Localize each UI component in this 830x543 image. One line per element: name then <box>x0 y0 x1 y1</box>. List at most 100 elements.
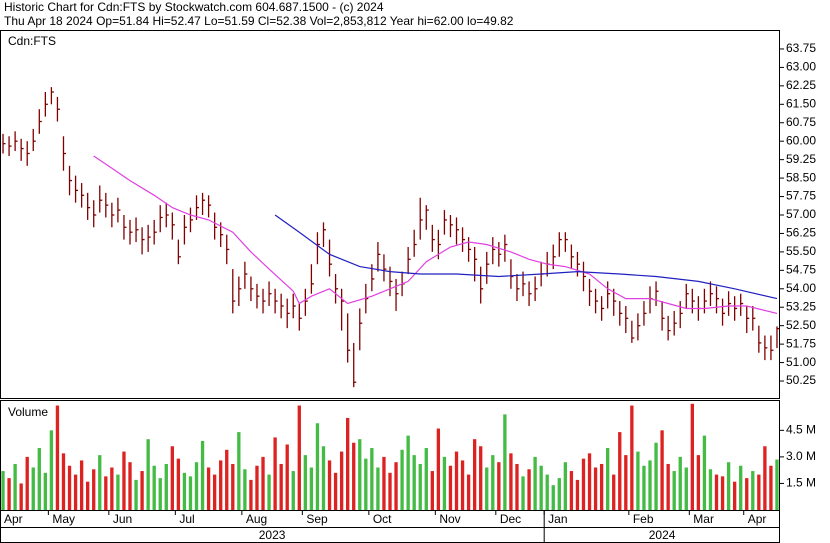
chart-title: Historic Chart for Cdn:FTS by Stockwatch… <box>4 0 384 14</box>
volume-bar <box>636 451 640 510</box>
volume-bar <box>273 437 277 510</box>
y-tick-label: 51.00 <box>786 355 816 369</box>
volume-bar <box>1 471 5 510</box>
volume-bar <box>466 474 471 510</box>
volume-bar <box>19 483 23 510</box>
volume-bar <box>751 471 755 510</box>
volume-bar <box>267 474 271 510</box>
volume-bar <box>388 472 392 510</box>
volume-bar <box>79 460 84 510</box>
volume-bar <box>249 479 253 510</box>
volume-bar <box>533 456 537 510</box>
volume-bar <box>303 455 308 510</box>
volume-bar <box>618 432 622 510</box>
x-tick-label: Oct <box>373 512 392 526</box>
volume-bar <box>225 449 229 510</box>
x-tick-label: May <box>52 512 75 526</box>
x-tick-label: Feb <box>633 512 654 526</box>
volume-bar <box>92 469 96 510</box>
volume-bar <box>194 462 199 510</box>
volume-bar <box>182 472 187 510</box>
y-tick-label: 54.00 <box>786 281 816 295</box>
year-label: 2023 <box>259 528 286 542</box>
volume-bar <box>164 463 168 510</box>
volume-bar <box>720 476 725 510</box>
volume-bar <box>309 467 314 510</box>
volume-bar <box>539 465 543 510</box>
y-tick-label: 56.25 <box>786 226 816 240</box>
volume-bar <box>612 474 616 510</box>
y-tick-label: 57.75 <box>786 189 816 203</box>
volume-bar <box>339 451 344 510</box>
volume-bar <box>708 469 713 510</box>
volume-bar <box>134 479 138 510</box>
volume-bar <box>769 465 773 510</box>
volume-bar <box>152 465 156 510</box>
volume-bar <box>581 458 586 510</box>
volume-bar <box>521 476 525 510</box>
volume-bar <box>412 455 416 510</box>
volume-bar <box>545 474 549 510</box>
x-tick-label: Aug <box>246 512 267 526</box>
volume-bar <box>67 465 72 510</box>
volume-bar <box>666 463 670 510</box>
volume-bar <box>726 462 731 510</box>
y-tick-label: 58.50 <box>786 170 816 184</box>
volume-bar <box>370 448 374 510</box>
volume-bar <box>158 478 162 510</box>
volume-bar <box>315 423 320 510</box>
x-tick-label: Apr <box>4 512 23 526</box>
volume-bar <box>593 467 598 510</box>
volume-bar <box>497 462 501 510</box>
volume-bar <box>128 462 132 510</box>
volume-bar <box>684 467 688 510</box>
y-tick-label: 57.00 <box>786 207 816 221</box>
volume-label: Volume <box>8 405 48 419</box>
volume-bar <box>73 474 78 510</box>
volume-bar <box>406 435 410 510</box>
y-tick-label: 51.75 <box>786 336 816 350</box>
x-tick-label: Mar <box>693 512 714 526</box>
price-panel <box>0 30 780 399</box>
y-tick-label: 50.25 <box>786 373 816 387</box>
volume-bar <box>170 446 174 510</box>
volume-bar <box>678 456 682 510</box>
volume-bar <box>442 456 447 510</box>
volume-bar <box>714 474 719 510</box>
y-tick-label: 63.75 <box>786 41 816 55</box>
year-label: 2024 <box>649 528 676 542</box>
volume-bar <box>418 463 422 510</box>
volume-bar <box>394 462 398 510</box>
volume-bar <box>352 442 356 510</box>
volume-bar <box>690 403 694 510</box>
volume-bar <box>364 458 368 510</box>
volume-bar <box>279 463 283 510</box>
volume-bar <box>485 467 489 510</box>
volume-bar <box>346 417 350 510</box>
y-tick-label: 59.25 <box>786 152 816 166</box>
x-tick-label: Sep <box>306 512 328 526</box>
volume-bar <box>696 455 701 510</box>
x-tick-label: Jul <box>179 512 194 526</box>
volume-bar <box>61 453 66 510</box>
y-tick-label: 52.50 <box>786 318 816 332</box>
volume-bar <box>599 463 604 510</box>
volume-bar <box>575 479 580 510</box>
volume-bar <box>327 460 332 510</box>
volume-bar <box>775 459 779 510</box>
volume-bar <box>110 467 114 510</box>
volume-bar <box>672 471 676 510</box>
volume-bar <box>243 469 247 510</box>
volume-bar <box>424 448 428 510</box>
volume-bar <box>212 474 217 510</box>
y-tick-label: 3.0 M <box>786 449 816 463</box>
volume-bar <box>732 481 737 510</box>
x-tick-label: Jun <box>113 512 132 526</box>
volume-bar <box>7 478 11 510</box>
y-tick-label: 4.5 M <box>786 422 816 436</box>
volume-bar <box>200 440 205 510</box>
volume-bar <box>557 478 561 510</box>
symbol-label: Cdn:FTS <box>8 34 56 48</box>
volume-bar <box>654 442 658 510</box>
